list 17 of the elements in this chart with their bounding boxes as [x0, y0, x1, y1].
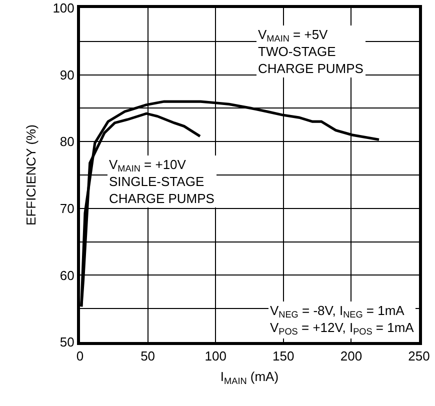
y-tick-label: 80 — [60, 134, 74, 150]
x-tick-label: 200 — [340, 348, 362, 364]
x-axis-title: I$_{MAIN}$ (mA) — [220, 369, 279, 386]
x-tick-label: 0 — [76, 348, 84, 364]
y-tick-label: 100 — [52, 0, 74, 16]
y-axis-title: EFFICIENCY (%) — [24, 124, 39, 226]
y-tick-label: 70 — [60, 200, 74, 216]
series-label: V$_{MAIN}$ = +10V SINGLE-STAGE CHARGE PUMPS — [109, 157, 215, 206]
text: V$_{MAIN}$ = +5V TWO-STAGE CHARGE PUMPS — [258, 27, 364, 76]
y-tick-label: 60 — [60, 268, 74, 283]
y-tick-label: 90 — [60, 67, 74, 82]
text: V$_{NEG}$ = -8V, I$_{NEG}$ = 1mA V$_{POS}$ = +12V, I$_{POS}$ = 1mA — [270, 303, 414, 337]
x-tick-label: 150 — [272, 348, 294, 364]
x-tick-label: 100 — [204, 348, 226, 364]
x-tick-label: 50 — [140, 348, 156, 364]
y-tick-label: 50 — [60, 334, 74, 350]
x-tick-label: 250 — [408, 348, 430, 364]
